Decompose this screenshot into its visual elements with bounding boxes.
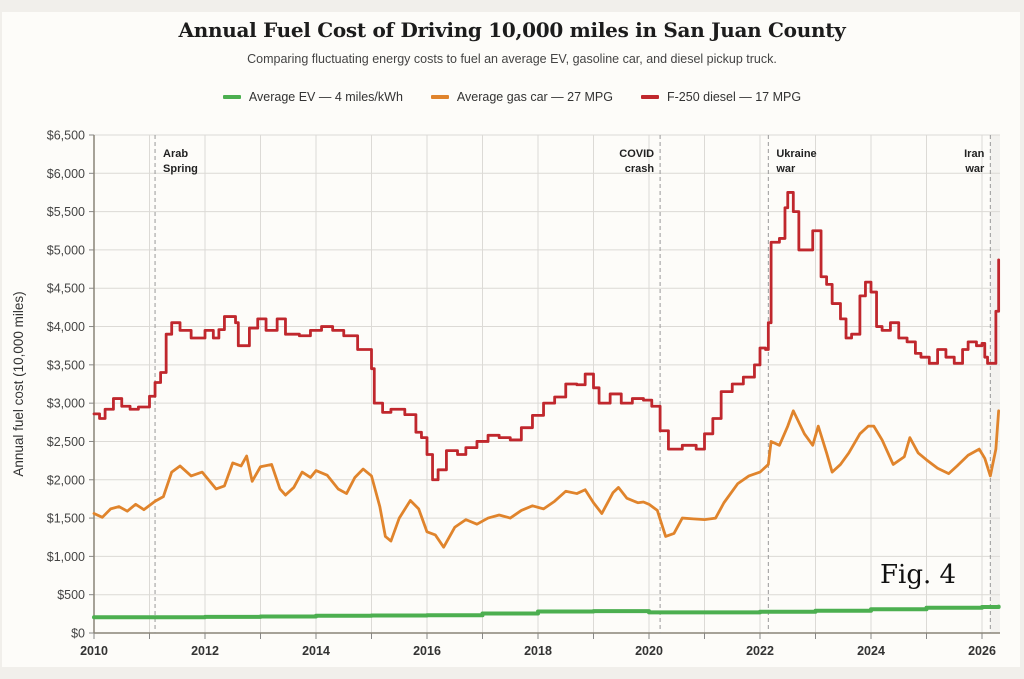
y-tick-label: $500 [57, 588, 85, 602]
event-marker-label: Ukraine [776, 148, 816, 160]
legend-item-gas: Average gas car — 27 MPG [430, 90, 613, 104]
chart-legend: Average EV — 4 miles/kWh Average gas car… [0, 90, 1024, 104]
series-line-gas [92, 409, 1001, 549]
legend-label-diesel: F-250 diesel — 17 MPG [667, 90, 802, 104]
y-tick-label: $6,500 [47, 129, 85, 143]
legend-swatch-ev [222, 95, 241, 99]
chart-title: Annual Fuel Cost of Driving 10,000 miles… [178, 18, 846, 42]
y-tick-label: $0 [71, 627, 85, 641]
legend-label-ev: Average EV — 4 miles/kWh [248, 90, 403, 104]
y-tick-label: $4,000 [47, 320, 85, 334]
event-marker-label: war [964, 163, 985, 175]
series-line-diesel [92, 191, 1001, 482]
y-tick-label: $5,500 [47, 205, 85, 219]
legend-item-diesel: F-250 diesel — 17 MPG [641, 90, 801, 104]
event-marker-label: war [775, 163, 796, 175]
x-tick-label: 2022 [746, 644, 774, 658]
legend-swatch-diesel [641, 95, 659, 99]
y-tick-label: $1,000 [47, 550, 85, 564]
y-tick-label: $3,500 [47, 358, 85, 372]
y-tick-label: $2,500 [47, 435, 85, 449]
x-tick-label: 2018 [524, 644, 552, 658]
y-tick-label: $1,500 [47, 512, 85, 526]
event-marker-label: Arab [163, 148, 188, 160]
y-tick-label: $2,000 [47, 473, 85, 487]
x-tick-label: 2012 [191, 644, 219, 658]
event-marker-label: Spring [163, 163, 198, 175]
y-tick-label: $5,000 [47, 243, 85, 257]
event-marker-label: crash [625, 163, 655, 175]
chart-card [2, 12, 1020, 667]
y-axis-label: Annual fuel cost (10,000 miles) [11, 291, 26, 476]
event-marker-label: COVID [619, 148, 654, 160]
legend-item-ev: Average EV — 4 miles/kWh [222, 90, 403, 104]
x-tick-label: 2024 [857, 644, 885, 658]
forecast-shade [990, 135, 1000, 633]
chart-subtitle: Comparing fluctuating energy costs to fu… [247, 52, 777, 66]
y-tick-label: $3,000 [47, 397, 85, 411]
x-tick-label: 2014 [302, 644, 330, 658]
x-tick-label: 2016 [413, 644, 441, 658]
x-tick-label: 2020 [635, 644, 663, 658]
x-tick-label: 2026 [968, 644, 996, 658]
y-tick-label: $4,500 [47, 282, 85, 296]
event-marker-label: Iran [964, 148, 984, 160]
legend-swatch-gas [430, 95, 449, 99]
series-line-ev [92, 604, 1001, 620]
x-tick-label: 2010 [80, 644, 108, 658]
legend-label-gas: Average gas car — 27 MPG [456, 90, 613, 104]
y-tick-label: $6,000 [47, 167, 85, 181]
figure-label: Fig. 4 [880, 560, 957, 590]
